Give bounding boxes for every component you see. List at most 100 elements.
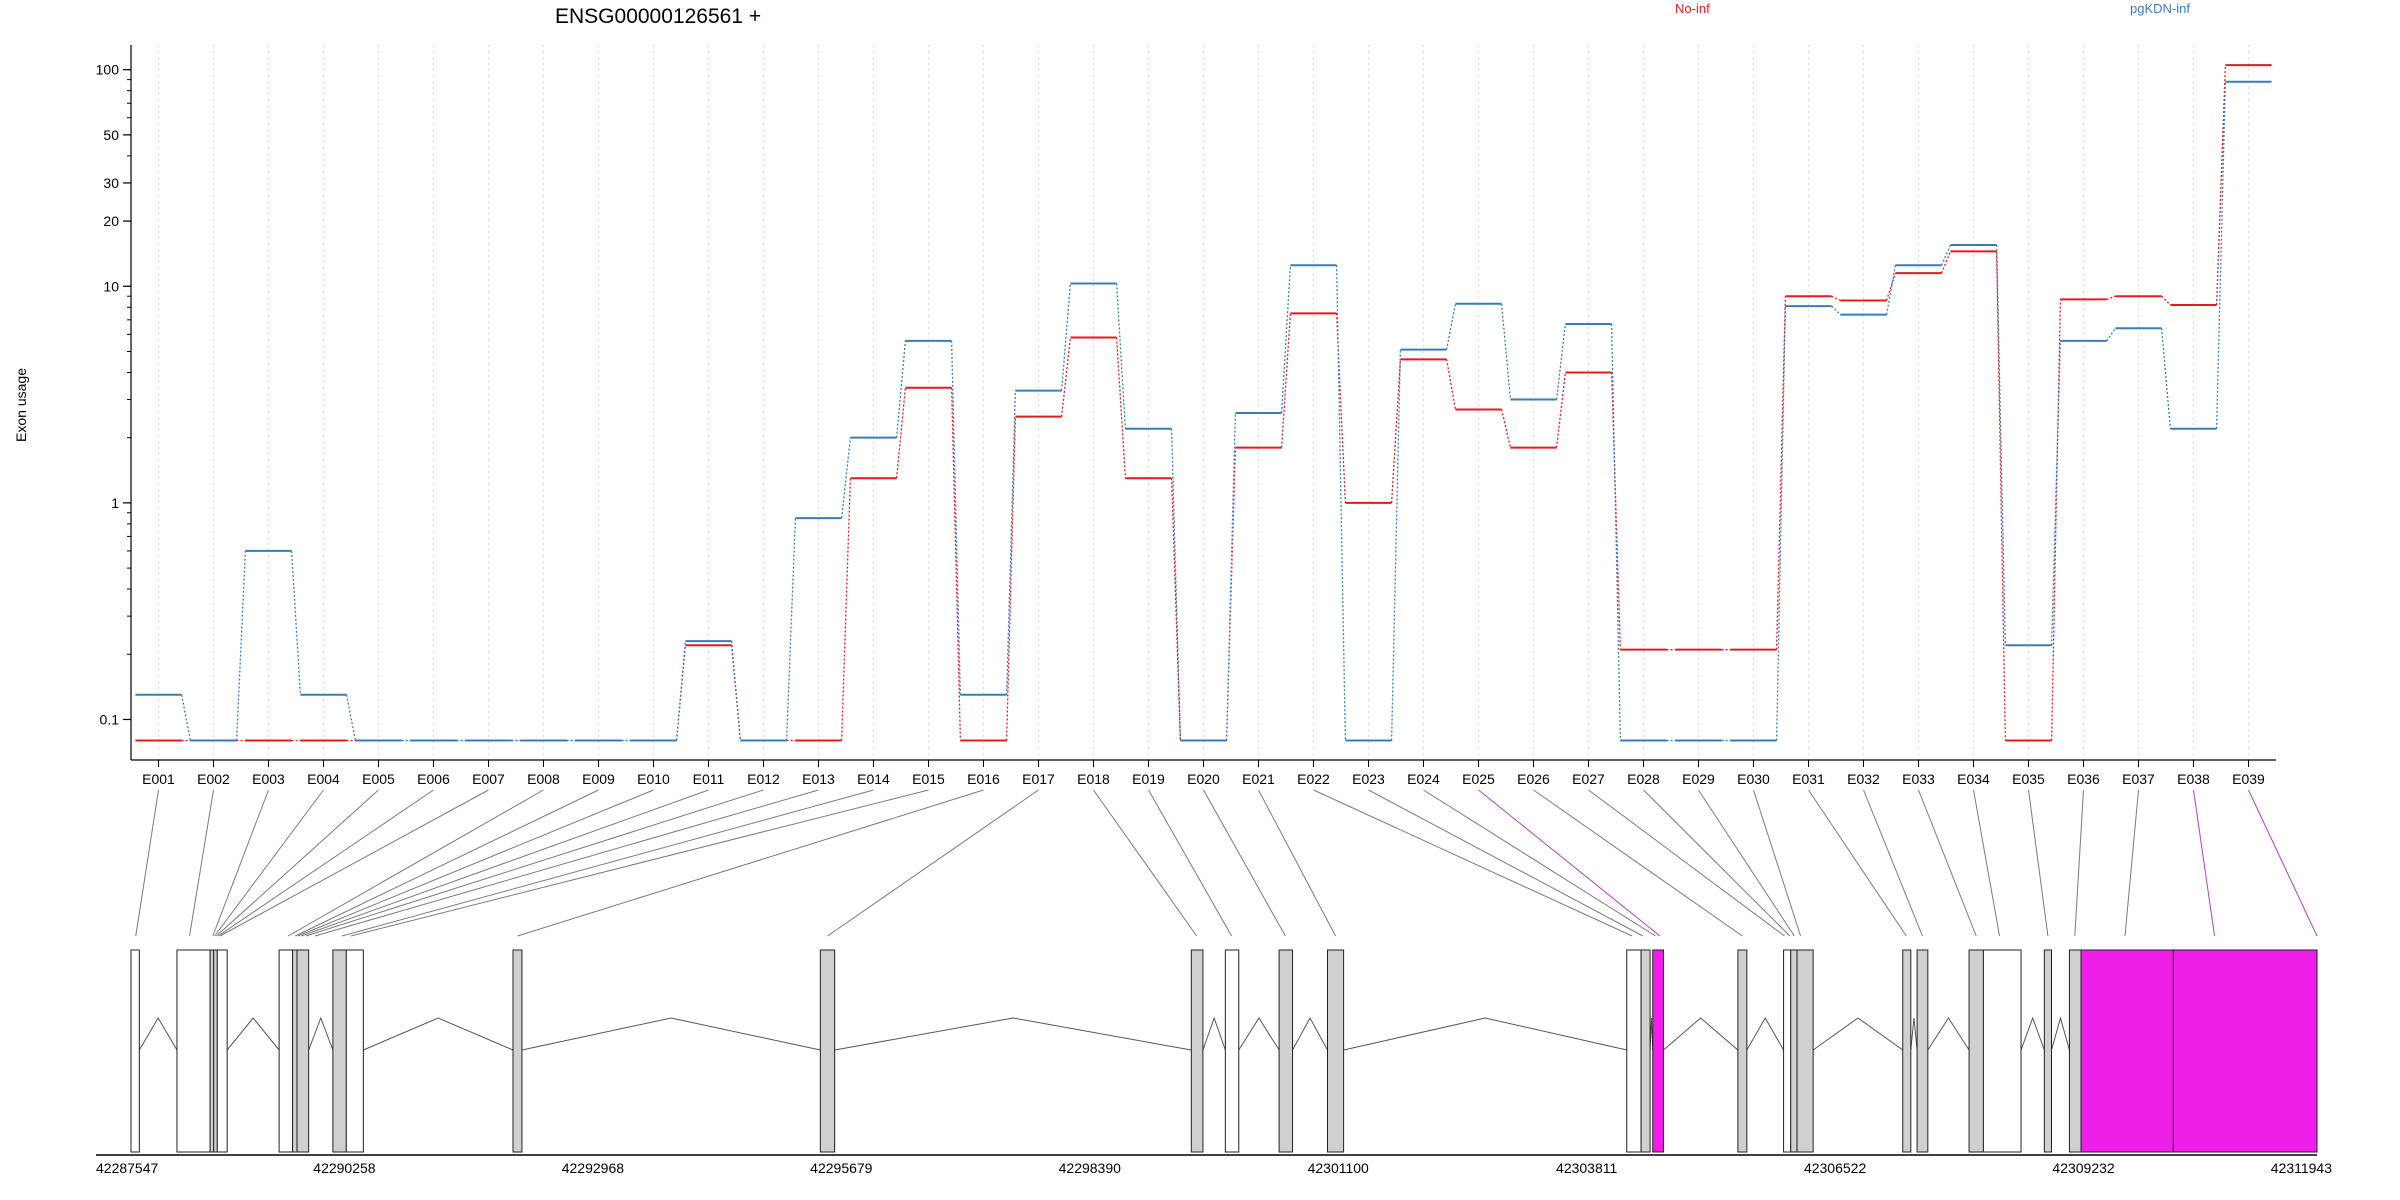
series-connector: [1280, 313, 1292, 448]
x-tick-label: E026: [1517, 771, 1550, 787]
series-connector: [1775, 296, 1787, 650]
genomic-tick-label: 42290258: [313, 1160, 376, 1176]
series-connector: [1115, 337, 1127, 479]
exon-connector: [1148, 789, 1233, 937]
exon-block: [1982, 949, 2022, 1153]
exon-connector: [1698, 789, 1795, 937]
series-connector: [1005, 390, 1017, 695]
exon-block: [130, 949, 140, 1153]
series-connector: [1831, 305, 1841, 316]
exon-connector: [517, 789, 984, 937]
exon-connector: [1643, 789, 1791, 937]
exon-connector: [827, 789, 1039, 937]
x-tick-label: E025: [1462, 771, 1495, 787]
series-connector: [730, 641, 742, 741]
genomic-axis: 42287547 42290258 42292968 42295679 42298390…: [96, 1154, 2332, 1176]
x-tick-label: E002: [197, 771, 230, 787]
legend-no-inf: No-inf: [1675, 1, 1710, 16]
series-connector: [1941, 244, 1951, 266]
x-tick-label: E009: [582, 771, 615, 787]
x-tick-label: E018: [1077, 771, 1110, 787]
y-tick-label: 30: [103, 175, 119, 191]
exon-connector: [1588, 789, 1785, 937]
y-tick-label: 1: [111, 495, 119, 511]
genomic-tick-label: 42301100: [1308, 1160, 1369, 1176]
series-connector: [1831, 295, 1841, 302]
series-connector: [1225, 447, 1237, 741]
intron: [1202, 1016, 1226, 1051]
exon-connector: [1258, 789, 1337, 937]
x-tick-label: E013: [802, 771, 835, 787]
series-connector: [2160, 328, 2172, 429]
intron: [226, 1017, 280, 1051]
genomic-tick-label: 42303811: [1556, 1160, 1617, 1176]
exon-block: [1783, 949, 1792, 1153]
series-connector: [1170, 428, 1182, 741]
genomic-tick-label: 42298390: [1059, 1160, 1122, 1176]
series-connector: [1885, 272, 1897, 301]
exon-block: [1626, 949, 1642, 1153]
exon-connector: [295, 789, 599, 937]
exon-block: [1737, 949, 1748, 1153]
exon-connector: [189, 789, 214, 937]
exon-block: [1224, 949, 1240, 1153]
exon-connector: [216, 789, 379, 937]
x-tick-label: E028: [1627, 771, 1660, 787]
x-tick-label: E021: [1242, 771, 1275, 787]
legend-pgkdn-inf: pgKDN-inf: [2130, 1, 2190, 16]
series-connector: [895, 340, 907, 438]
exon-connector: [2074, 789, 2084, 937]
series-connector: [1115, 283, 1127, 429]
intron: [2051, 1016, 2070, 1051]
x-tick-label: E029: [1682, 771, 1715, 787]
exon-connector: [217, 789, 434, 937]
intron: [1812, 1017, 1904, 1051]
exon-connector: [1863, 789, 1923, 937]
x-tick-label: E033: [1902, 771, 1935, 787]
exon-connector: [314, 789, 819, 937]
exon-block: [296, 949, 310, 1153]
exon-block: [176, 949, 211, 1153]
x-tick-label: E024: [1407, 771, 1440, 787]
exon-block: [2043, 949, 2053, 1153]
series-connector: [1005, 416, 1017, 741]
y-axis-label: Exon usage: [13, 368, 29, 442]
series-connector: [345, 694, 357, 741]
series-connector: [1995, 251, 2007, 741]
series-connector: [1610, 372, 1622, 650]
x-tick-label: E020: [1187, 771, 1220, 787]
series-connector: [1940, 251, 1952, 274]
series-connector: [1500, 409, 1512, 448]
exon-connector: [341, 789, 874, 937]
exon-block: [2080, 949, 2174, 1153]
x-tick-label: E010: [637, 771, 670, 787]
series-connector: [2106, 327, 2116, 342]
exon-connector: [1753, 789, 1802, 937]
exon-connector: [297, 789, 654, 937]
series-connector: [1445, 359, 1457, 410]
exon-block: [209, 949, 215, 1153]
intron: [834, 1017, 1192, 1051]
series-connector: [1500, 303, 1512, 400]
series-connector: [785, 518, 797, 741]
series-connector: [2161, 295, 2171, 306]
series-connector: [895, 387, 907, 479]
x-tick-label: E034: [1957, 771, 1990, 787]
x-tick-label: E016: [967, 771, 1000, 787]
series-connector: [2050, 340, 2062, 646]
intron: [1927, 1017, 1970, 1051]
exon-connector: [214, 789, 324, 937]
series-connector: [950, 387, 962, 741]
series-connector: [1390, 349, 1402, 741]
y-axis: 0.1 1 10 20 30 50 100: [96, 45, 132, 760]
series-connector: [1225, 412, 1237, 741]
series-connector: [1995, 245, 2007, 646]
y-tick-label: 100: [96, 62, 120, 78]
exon-connector: [1808, 789, 1907, 937]
intron: [1746, 1016, 1785, 1051]
x-tick-label: E030: [1737, 771, 1770, 787]
exon-connector: [212, 789, 269, 937]
exon-connector: [2028, 789, 2049, 937]
series-connector: [1610, 323, 1622, 741]
